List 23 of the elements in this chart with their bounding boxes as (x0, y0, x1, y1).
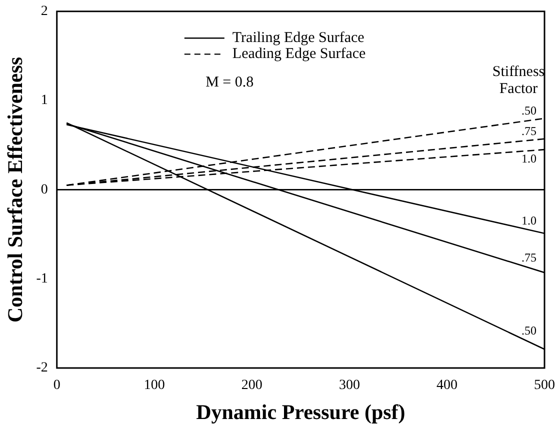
x-axis-title: Dynamic Pressure (psf) (196, 400, 406, 424)
series-label: 1.0 (522, 152, 536, 166)
x-tick-label: 200 (241, 378, 262, 394)
x-tick-label: 300 (338, 378, 360, 394)
y-tick-label: 1 (40, 93, 48, 108)
series-label: .75 (522, 250, 536, 265)
x-tick-label: 0 (53, 378, 60, 394)
annotation: Stiffness Factor (492, 64, 545, 97)
y-tick-label: -1 (36, 272, 48, 287)
annotation: Trailing Edge Surface (232, 30, 365, 46)
series-label: .75 (522, 124, 536, 138)
series-label: 1.0 (522, 213, 536, 228)
y-tick-label: 0 (40, 182, 48, 198)
x-tick-label: 400 (436, 378, 458, 394)
annotation: Leading Edge Surface (232, 46, 366, 62)
x-tick-label: 100 (144, 378, 165, 394)
y-axis-title: Control Surface Effectiveness (3, 56, 28, 322)
series-label: .50 (522, 324, 536, 338)
annotation: M = 0.8 (206, 74, 254, 91)
y-tick-label: -2 (36, 360, 48, 376)
series-label: .50 (522, 104, 536, 118)
y-tick-label: 2 (40, 4, 48, 20)
x-tick-label: 500 (534, 378, 555, 394)
